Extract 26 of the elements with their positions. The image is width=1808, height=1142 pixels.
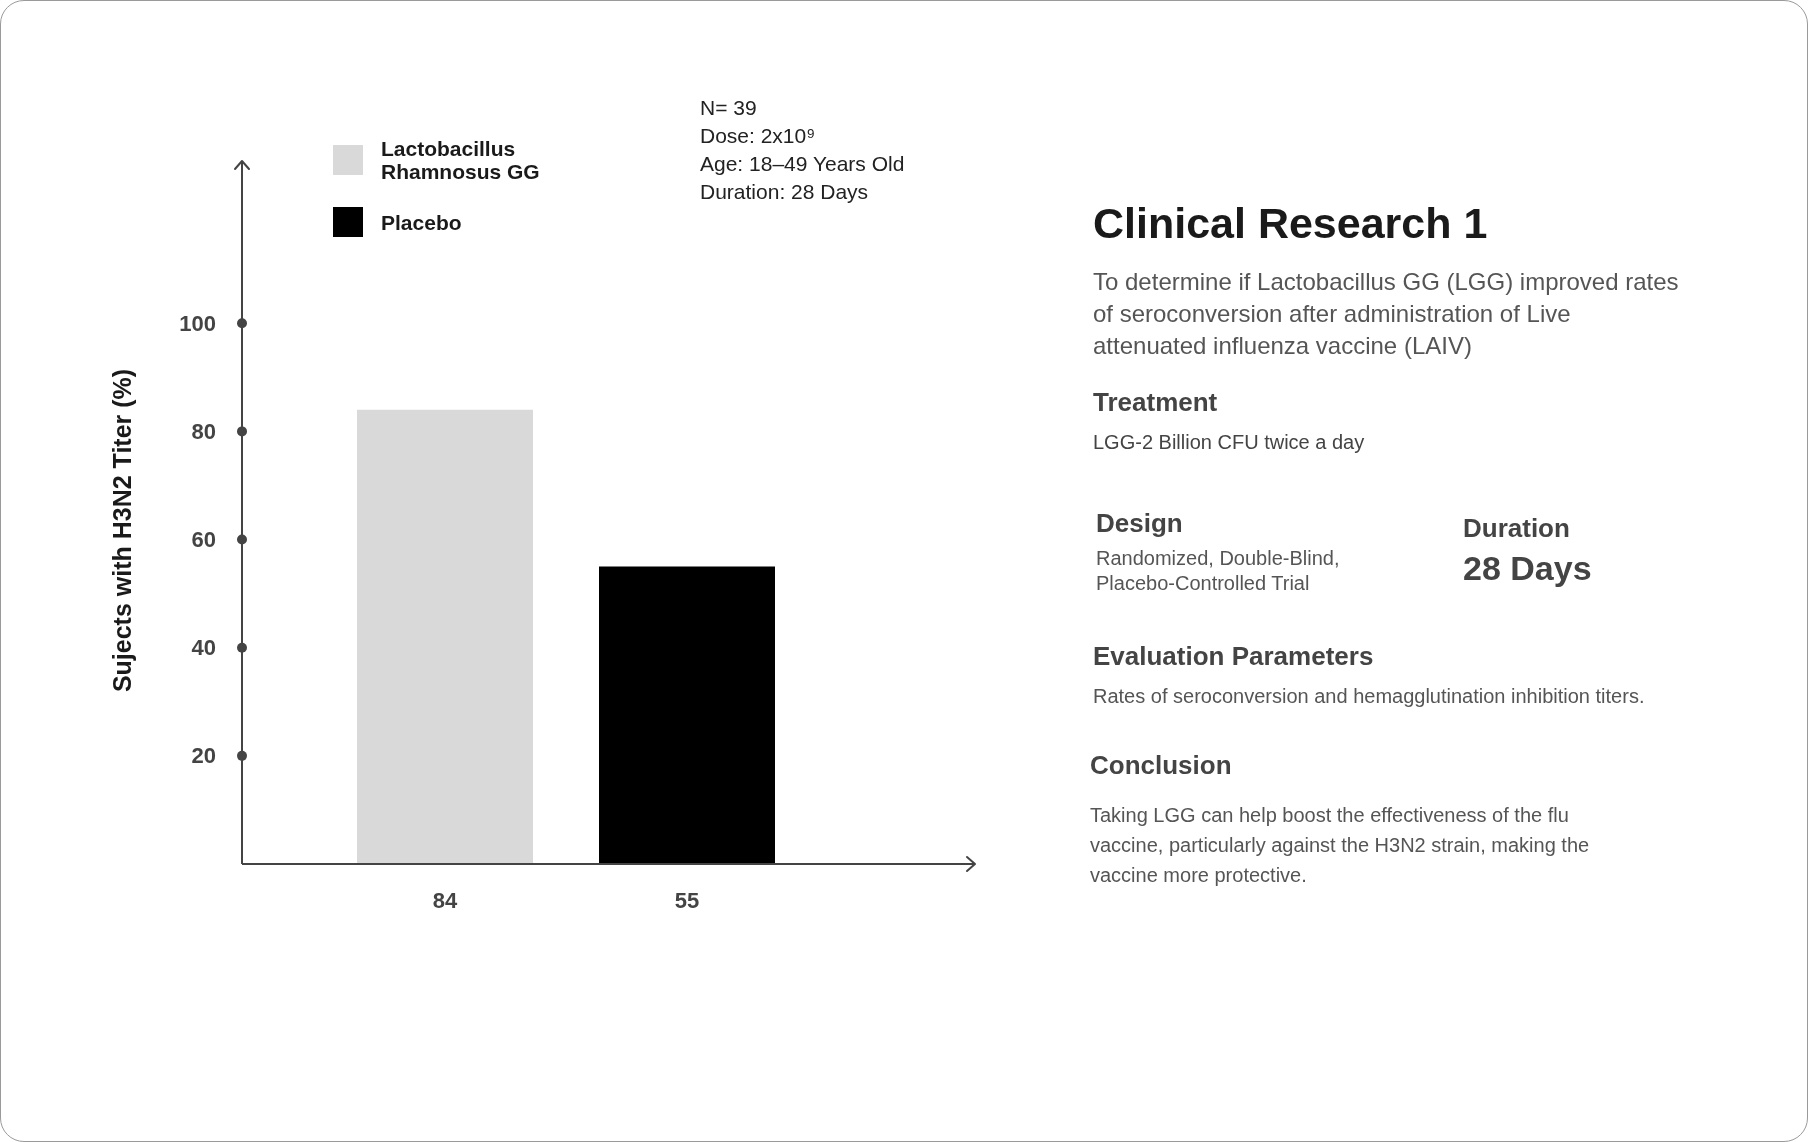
y-tick-label: 20 xyxy=(191,743,216,769)
data-label: 84 xyxy=(432,887,458,913)
text: Design xyxy=(1096,507,1183,538)
y-tick-label: 60 xyxy=(191,527,216,553)
text: Duration xyxy=(1463,512,1570,543)
text: LGG-2 Billion CFU twice a day xyxy=(1093,431,1365,454)
text: Evaluation Parameters xyxy=(1093,640,1374,671)
text: Dose: 2x10⁹ xyxy=(700,124,816,147)
text: Treatment xyxy=(1093,386,1218,417)
y-tick-label: 80 xyxy=(191,418,216,444)
text: Conclusion xyxy=(1090,749,1232,780)
y-tick-label: 100 xyxy=(179,310,216,336)
text: 28 Days xyxy=(1463,549,1592,588)
annotation: Duration: 28 Days xyxy=(700,180,869,203)
legend-label: Lactobacillus Rhamnosus GG xyxy=(381,137,541,183)
y-tick-label: 40 xyxy=(191,635,216,661)
text: Randomized, Double-Blind, Placebo-Controlled Trial xyxy=(1096,546,1340,594)
y-axis-title: Sujects with H3N2 Titer (%) xyxy=(108,368,136,693)
annotation: Age: 18–49 Years Old xyxy=(700,152,905,175)
text: Rates of seroconversion and hemagglutination inhibition titers. xyxy=(1093,685,1645,708)
legend-label: Placebo xyxy=(381,210,462,234)
text: Clinical Research 1 xyxy=(1093,199,1488,248)
text: Taking LGG can help boost the effectiveness of the flu vaccine, particularly against the H3N2 strain, making the vaccine more protective. xyxy=(1090,804,1590,887)
data-label: 55 xyxy=(674,887,700,913)
text: N= 39 xyxy=(700,96,757,119)
text: To determine if Lactobacillus GG (LGG) improved rates of seroconversion after administration of Live attenuated influenza vaccine (LAIV) xyxy=(1093,267,1679,359)
